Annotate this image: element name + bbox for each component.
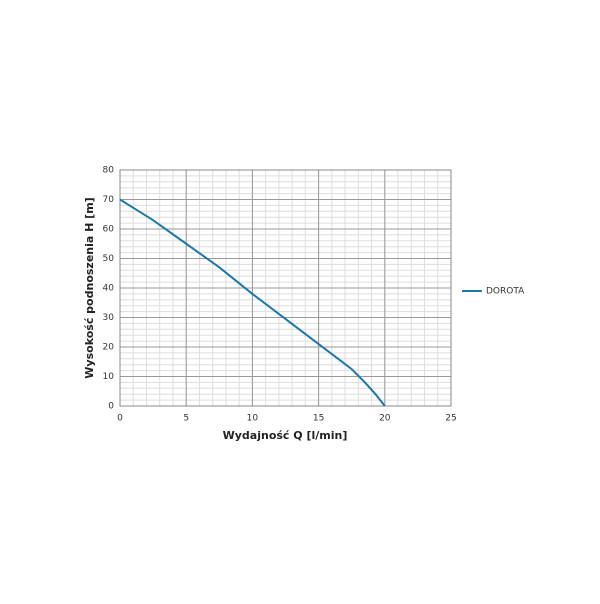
y-tick-label: 80 [103, 166, 115, 176]
x-axis-label: Wydajność Q [l/min] [223, 429, 348, 442]
x-tick-label: 10 [247, 414, 259, 424]
y-tick-label: 50 [103, 254, 115, 264]
y-axis-label: Wysokość podnoszenia H [m] [83, 197, 96, 378]
y-tick-label: 70 [103, 195, 115, 205]
plot-frame [119, 169, 452, 407]
x-tick-label: 20 [379, 414, 391, 424]
y-tick-label: 30 [103, 313, 115, 323]
x-tick-label: 15 [313, 414, 324, 424]
y-tick-label: 0 [108, 402, 114, 412]
x-tick-label: 5 [183, 414, 189, 424]
x-tick-label: 25 [445, 414, 456, 424]
x-tick-label: 0 [117, 414, 123, 424]
y-tick-label: 60 [103, 225, 115, 235]
legend-label: DOROTA [486, 287, 525, 297]
y-tick-label: 20 [103, 343, 115, 353]
y-tick-label: 10 [103, 372, 115, 382]
y-tick-label: 40 [103, 284, 115, 294]
series-line [119, 198, 386, 407]
